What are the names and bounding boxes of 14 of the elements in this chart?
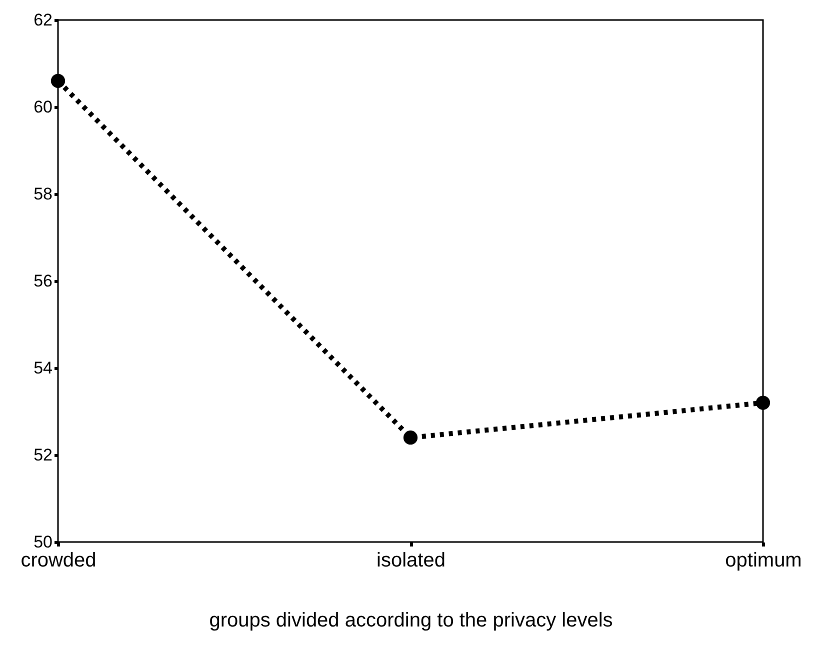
point [756, 396, 770, 410]
y-tick-label: 56 [34, 272, 52, 290]
x-tick-label: crowded [20, 550, 96, 572]
point [403, 430, 418, 445]
y-tick-label: 52 [34, 446, 52, 464]
y-tick-label: 62 [34, 10, 52, 30]
y-tick-label: 50 [34, 532, 52, 552]
x-axis-title: groups divided according to the privacy levels [209, 610, 613, 632]
y-tick-label: 60 [34, 98, 52, 116]
x-tick-label: isolated [376, 550, 446, 572]
point [50, 74, 66, 88]
x-tick-label: optimum [725, 550, 802, 572]
y-tick-label: 58 [34, 184, 52, 204]
y-tick-label: 54 [34, 358, 52, 378]
